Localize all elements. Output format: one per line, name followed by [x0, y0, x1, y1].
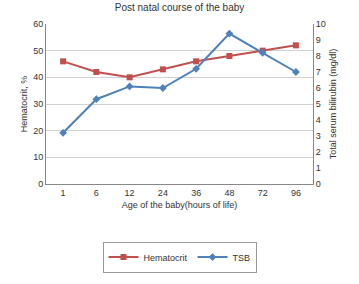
svg-text:24: 24 — [158, 188, 168, 198]
svg-text:2: 2 — [316, 147, 321, 157]
svg-text:Hematocrit: Hematocrit — [144, 253, 188, 263]
svg-text:9: 9 — [316, 35, 321, 45]
svg-text:Age of the baby(hours of life): Age of the baby(hours of life) — [122, 200, 238, 210]
svg-text:40: 40 — [33, 72, 43, 82]
svg-text:10: 10 — [316, 19, 326, 29]
svg-text:Post natal course of the baby: Post natal course of the baby — [115, 2, 245, 13]
svg-text:50: 50 — [33, 46, 43, 56]
svg-text:96: 96 — [291, 188, 301, 198]
svg-text:1: 1 — [61, 188, 66, 198]
svg-text:6: 6 — [94, 188, 99, 198]
svg-text:7: 7 — [316, 67, 321, 77]
svg-text:3: 3 — [316, 131, 321, 141]
svg-text:Hematocrit, %: Hematocrit, % — [19, 76, 29, 133]
svg-text:48: 48 — [224, 188, 234, 198]
svg-text:20: 20 — [33, 126, 43, 136]
svg-text:Total serum bilirubin (mg/dl): Total serum bilirubin (mg/dl) — [328, 49, 338, 160]
svg-text:30: 30 — [33, 99, 43, 109]
svg-text:1: 1 — [316, 163, 321, 173]
svg-text:4: 4 — [316, 115, 321, 125]
svg-text:5: 5 — [316, 99, 321, 109]
svg-text:8: 8 — [316, 51, 321, 61]
svg-text:TSB: TSB — [233, 253, 251, 263]
svg-text:12: 12 — [125, 188, 135, 198]
svg-text:0: 0 — [316, 179, 321, 189]
svg-text:36: 36 — [191, 188, 201, 198]
svg-text:72: 72 — [258, 188, 268, 198]
svg-text:6: 6 — [316, 83, 321, 93]
svg-text:0: 0 — [38, 179, 43, 189]
svg-text:60: 60 — [33, 19, 43, 29]
svg-text:10: 10 — [33, 152, 43, 162]
